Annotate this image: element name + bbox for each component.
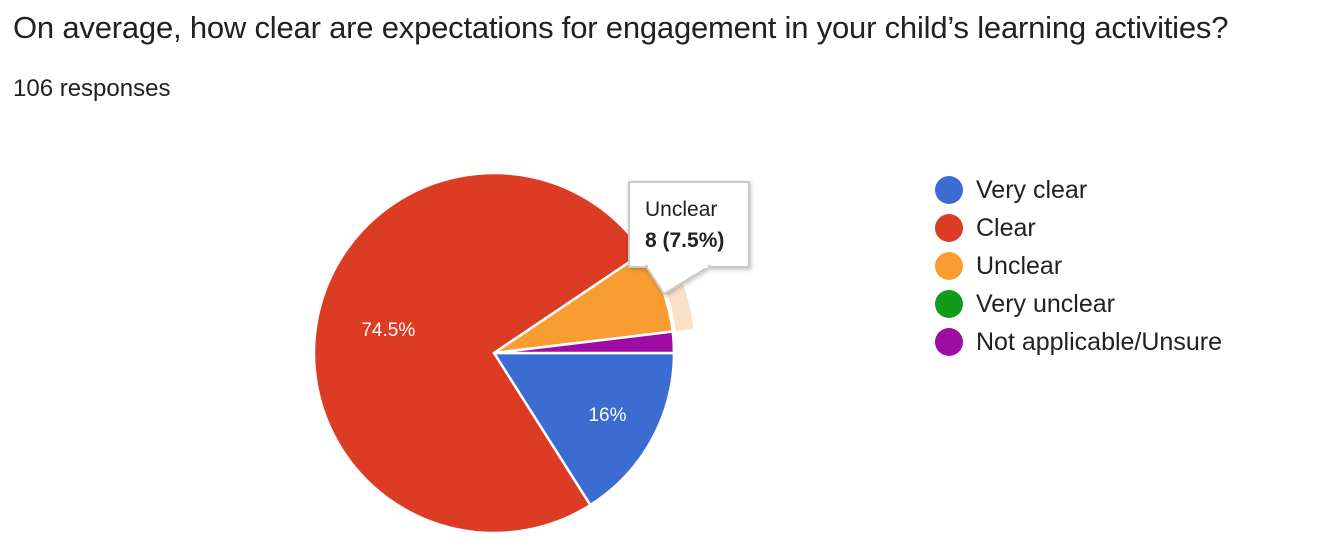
- pie-slice-not-applicable-unsure[interactable]: [492, 330, 676, 355]
- pie-slice-very-clear[interactable]: [492, 351, 676, 507]
- legend-color-dot: [935, 328, 963, 356]
- tooltip-category: Unclear: [645, 198, 717, 221]
- slice-percentage-label: 74.5%: [361, 320, 415, 341]
- pie-slice-clear[interactable]: [312, 171, 645, 535]
- legend-color-dot: [935, 290, 963, 318]
- legend-color-dot: [935, 252, 963, 280]
- question-title: On average, how clear are expectations f…: [13, 10, 1229, 45]
- legend-label: Unclear: [976, 251, 1063, 280]
- tooltip: Unclear 8 (7.5%): [628, 181, 750, 295]
- legend-label: Very clear: [976, 175, 1088, 204]
- slice-labels: 16% 74.5%: [361, 320, 626, 426]
- legend-color-dot: [935, 176, 963, 204]
- slice-percentage-label: 16%: [588, 405, 626, 426]
- chart-legend: Very clear Clear Unclear Very unclear Not ap…: [935, 171, 1222, 361]
- legend-item-not-applicable-unsure: Not applicable/Unsure: [935, 323, 1222, 361]
- legend-label: Not applicable/Unsure: [976, 327, 1222, 356]
- legend-item-clear: Clear: [935, 209, 1222, 247]
- legend-item-very-clear: Very clear: [935, 171, 1222, 209]
- legend-label: Very unclear: [976, 289, 1115, 318]
- legend-color-dot: [935, 214, 963, 242]
- tooltip-box: [628, 181, 750, 268]
- legend-item-very-unclear: Very unclear: [935, 285, 1222, 323]
- tooltip-value: 8 (7.5%): [645, 229, 724, 252]
- pie-slices: [312, 171, 676, 535]
- legend-label: Clear: [976, 213, 1036, 242]
- legend-item-unclear: Unclear: [935, 247, 1222, 285]
- response-count: 106 responses: [13, 75, 171, 102]
